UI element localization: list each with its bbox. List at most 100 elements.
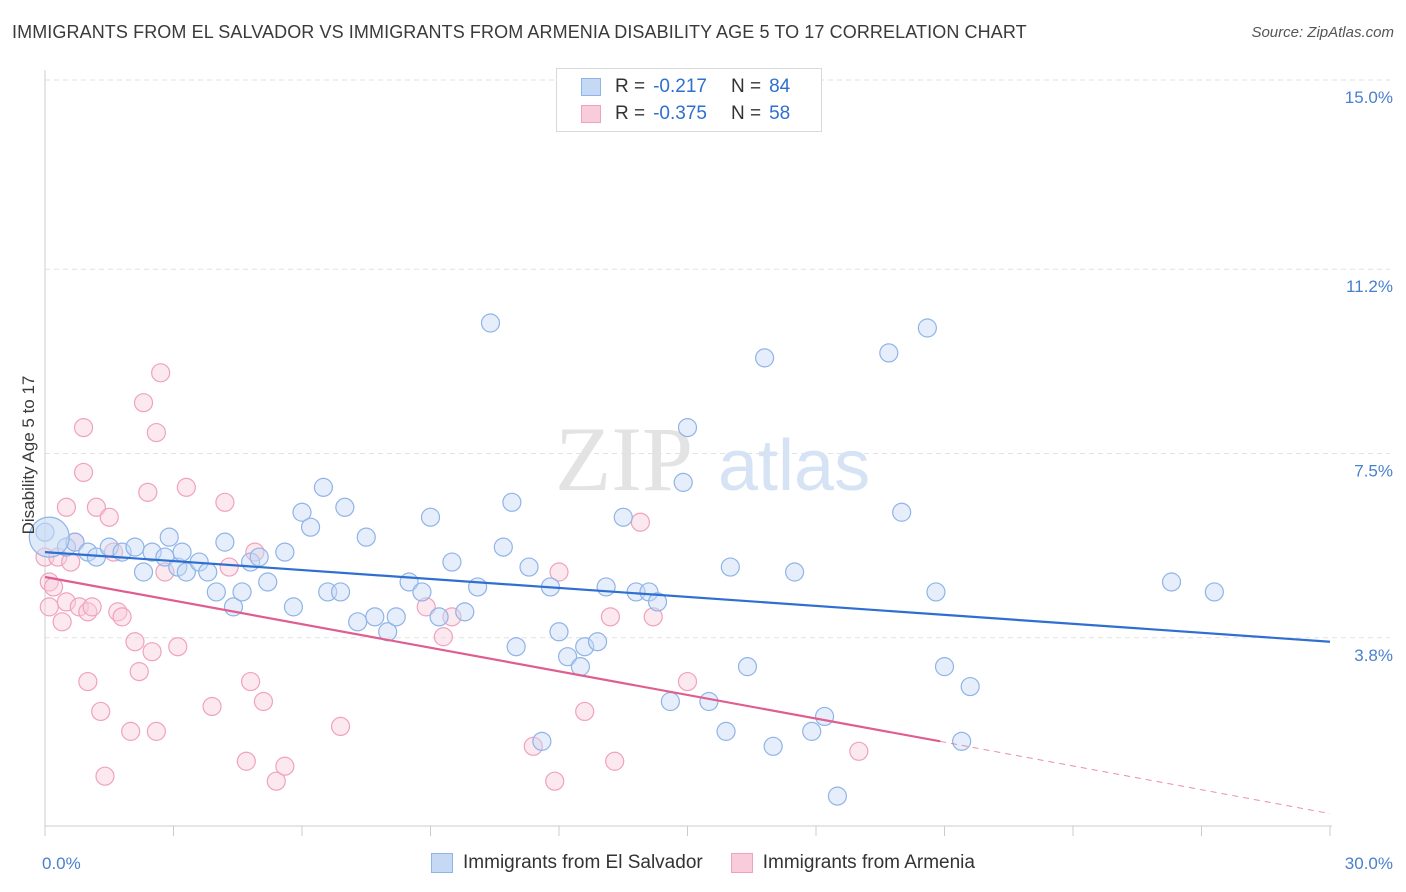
axis-labels: 3.8% 7.5% 11.2% 15.0% 0.0% 30.0% Disability Ag… (19, 88, 1393, 873)
y-tick-label: 3.8% (1354, 646, 1393, 665)
point-el-salvador (952, 731, 972, 751)
point-armenia (95, 766, 115, 786)
point-armenia (330, 716, 351, 737)
trend-line-el-salvador (44, 551, 1331, 643)
point-armenia (39, 597, 59, 617)
point-el-salvador (763, 736, 783, 756)
point-armenia (138, 482, 158, 502)
point-el-salvador (28, 516, 70, 558)
point-el-salvador (934, 657, 955, 677)
point-el-salvador (647, 592, 668, 612)
data-points (28, 313, 1224, 806)
point-el-salvador (292, 502, 312, 522)
point-el-salvador (386, 607, 406, 627)
point-armenia (433, 627, 453, 647)
point-el-salvador (215, 532, 235, 552)
point-armenia (219, 557, 239, 577)
point-armenia (78, 671, 98, 692)
point-el-salvador (802, 721, 822, 741)
gridlines (45, 79, 1390, 639)
point-armenia (416, 597, 436, 617)
chart-title: IMMIGRANTS FROM EL SALVADOR VS IMMIGRANT… (12, 22, 1027, 42)
point-armenia (677, 671, 698, 692)
point-el-salvador (575, 637, 595, 657)
point-el-salvador (283, 597, 304, 617)
legend-swatch-el-salvador (431, 853, 454, 873)
point-el-salvador (365, 607, 385, 627)
legend-label-el-salvador: Immigrants from El Salvador (463, 852, 703, 873)
point-armenia (52, 612, 72, 632)
point-el-salvador (557, 647, 578, 667)
y-tick-label: 7.5% (1354, 462, 1393, 481)
trend-lines (44, 551, 1331, 815)
point-armenia (86, 497, 107, 517)
legend-row-armenia: R = -0.375 N = 58 (581, 102, 790, 126)
point-el-salvador (412, 582, 432, 602)
point-el-salvador (596, 577, 616, 597)
point-el-salvador (716, 721, 736, 741)
n-label: N = (730, 76, 762, 97)
point-el-salvador (549, 622, 569, 642)
point-el-salvador (570, 657, 591, 677)
point-el-salvador (1204, 582, 1224, 602)
point-armenia (849, 741, 869, 761)
y-tick-label: 11.2% (1346, 277, 1393, 296)
point-el-salvador (827, 786, 848, 806)
point-el-salvador (206, 582, 226, 602)
legend-item-armenia[interactable]: Immigrants from Armenia (730, 852, 975, 874)
point-el-salvador (198, 562, 218, 582)
point-armenia (215, 492, 235, 512)
point-el-salvador (125, 537, 145, 557)
point-el-salvador (720, 557, 740, 577)
n-label: N = (730, 103, 762, 124)
point-el-salvador (506, 637, 526, 657)
point-armenia (125, 632, 145, 652)
point-el-salvador (519, 557, 539, 577)
point-armenia (176, 477, 196, 497)
point-el-salvador (429, 607, 449, 627)
x-tick-label: 30.0% (1345, 854, 1393, 873)
point-el-salvador (784, 562, 805, 582)
point-armenia (73, 462, 94, 483)
point-armenia (56, 592, 77, 612)
point-el-salvador (142, 542, 162, 562)
legend-item-el-salvador[interactable]: Immigrants from El Salvador (431, 852, 703, 874)
r-value: -0.375 (653, 103, 707, 124)
point-el-salvador (258, 572, 278, 592)
point-armenia (168, 637, 188, 657)
point-el-salvador (159, 527, 179, 547)
r-label: R = (615, 103, 646, 124)
y-tick-label: 15.0% (1345, 88, 1393, 107)
point-el-salvador (493, 537, 513, 557)
point-el-salvador (275, 542, 295, 562)
point-el-salvador (587, 632, 608, 652)
point-el-salvador (879, 343, 899, 363)
point-el-salvador (420, 507, 441, 527)
stats-legend: R = -0.217 N = 84 R = -0.375 N = 58 (556, 68, 822, 132)
point-el-salvador (960, 676, 980, 697)
point-el-salvador (532, 731, 552, 751)
point-el-salvador (133, 562, 154, 582)
point-el-salvador (348, 612, 368, 632)
watermark-zip: ZIP (555, 408, 693, 510)
point-armenia (630, 512, 650, 532)
trend-line-armenia (44, 575, 941, 743)
point-armenia (549, 562, 569, 582)
point-el-salvador (330, 582, 351, 602)
point-el-salvador (313, 477, 334, 497)
axes (44, 70, 1332, 836)
point-armenia (241, 671, 261, 692)
point-el-salvador (677, 418, 698, 438)
point-el-salvador (699, 691, 719, 712)
point-armenia (91, 701, 111, 722)
point-armenia (146, 721, 166, 741)
legend-label-armenia: Immigrants from Armenia (762, 852, 975, 873)
point-armenia (73, 418, 94, 438)
point-el-salvador (673, 472, 693, 492)
point-el-salvador (232, 582, 252, 602)
n-value: 58 (769, 103, 791, 124)
r-label: R = (615, 76, 646, 97)
point-el-salvador (455, 602, 475, 622)
point-armenia (112, 607, 132, 627)
r-value: -0.217 (653, 76, 707, 97)
